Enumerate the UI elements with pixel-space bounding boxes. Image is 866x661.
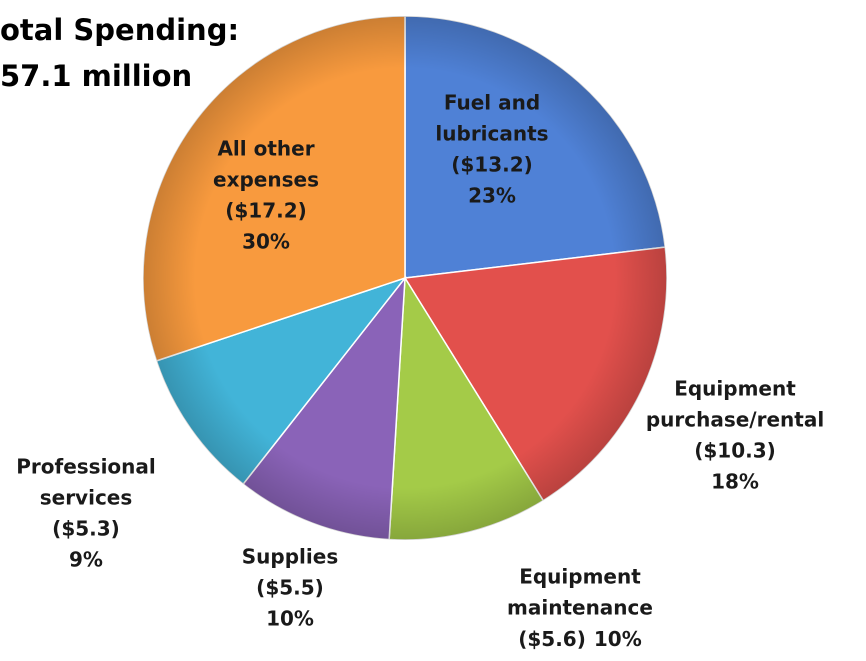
slice-percent-label: 18% <box>711 470 759 494</box>
pie <box>142 15 668 541</box>
slice-label: Professional <box>16 455 156 479</box>
slice-value-label: ($17.2) <box>225 199 307 223</box>
slice-label: lubricants <box>435 122 548 146</box>
slice-label: Fuel and <box>444 91 540 115</box>
slice-label: Supplies <box>242 545 338 569</box>
chart-title: 57.1 million <box>0 59 192 93</box>
chart-title: otal Spending: <box>0 13 239 47</box>
pie-slice <box>404 15 667 279</box>
slice-label: expenses <box>213 168 319 192</box>
slice-label: purchase/rental <box>646 408 824 432</box>
slice-value-label: ($5.6) 10% <box>518 627 642 651</box>
slice-label: Equipment <box>519 565 641 589</box>
slice-label: Equipment <box>674 377 796 401</box>
slice-value-label: ($13.2) <box>451 153 533 177</box>
slice-value-label: ($5.3) <box>52 517 120 541</box>
slice-label: maintenance <box>507 596 653 620</box>
slice-value-label: ($5.6) <box>518 627 586 651</box>
slice-percent-label: 10% <box>266 607 314 631</box>
slice-percent-label: 23% <box>468 184 516 208</box>
slice-percent-label: 30% <box>242 230 290 254</box>
slice-label: All other <box>217 137 314 161</box>
slice-label: services <box>40 486 133 510</box>
slice-percent-label: 10% <box>594 627 642 651</box>
slice-value-label: ($5.5) <box>256 576 324 600</box>
slice-percent-label: 9% <box>69 548 103 572</box>
slice-value-label: ($10.3) <box>694 439 776 463</box>
